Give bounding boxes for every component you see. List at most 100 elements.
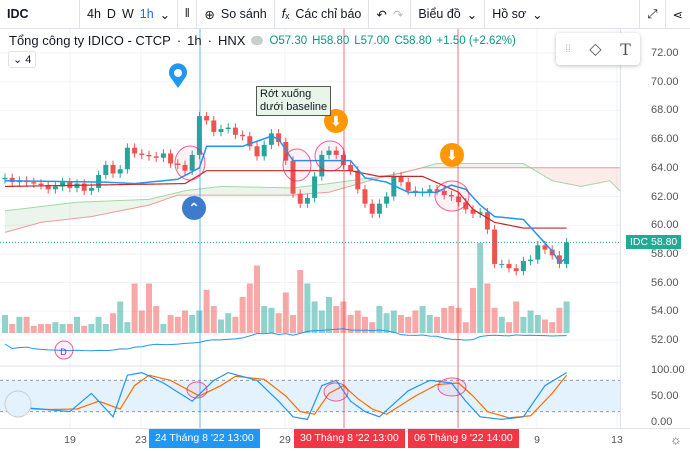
price-axis[interactable]: 72.00 70.00 68.00 66.00 64.00 62.00 60.00 58.00… [620,29,690,428]
volume-bar [95,316,102,333]
chevron-down-icon[interactable]: ⌄ [159,7,171,22]
cloud-segment [12,209,20,231]
location-pin-dot [174,69,182,77]
undo-icon[interactable]: ↶ [376,7,387,22]
buy-signal-arrow-up-icon-glyph: ⌃ [188,201,200,217]
top-toolbar: IDC 4h D W 1h ⌄ 𝍪 ⊕ So sánh fₓ Các chỉ báo… [0,0,690,29]
candle-body [88,187,94,191]
chart-canvas[interactable]: ⌃ ⬇ ⬇ D [0,29,620,428]
cloud-segment [5,209,13,233]
drag-handle-icon[interactable]: ⁞⁞ [565,43,571,55]
chart-type-button[interactable]: 𝍪 [178,0,198,29]
chart-annotation[interactable]: Rớt xuống dưới baseline [256,86,332,116]
volume-bar [549,322,556,333]
text-tool-icon[interactable]: T [620,39,631,59]
candle-body [434,189,440,191]
price-axis-label: 52.00 [651,334,679,346]
volume-bar [102,324,109,333]
visibility-icon[interactable] [251,36,264,45]
volume-bar [290,315,296,333]
volume-bar [124,322,131,333]
redo-icon[interactable]: ↷ [392,7,404,22]
axis-settings-icon[interactable]: ☼ [670,432,682,447]
legend-exchange: HNX [217,33,246,48]
drawing-toolbar: ⁞⁞ ◇ T [556,33,640,65]
cloud-segment [566,167,574,186]
price-axis-label: 72.00 [651,47,679,59]
compare-button[interactable]: ⊕ So sánh [197,0,275,29]
highlight-ellipse [174,145,206,181]
candle-body [398,176,404,183]
cloud-segment [271,187,279,196]
interval-1h[interactable]: 1h [139,7,154,21]
chevron-down-icon: ⌄ [466,7,478,22]
legend-close: C58.80 [394,34,432,47]
candle-body [153,156,159,158]
candle-body [103,164,109,175]
volume-bar [462,322,469,333]
highlight-ellipse [54,340,74,360]
indicators-button[interactable]: fₓ Các chỉ báo [275,0,370,29]
profile-menu-button[interactable]: Hồ sơ ⌄ [485,0,641,29]
ellipse-tool-icon[interactable]: ◇ [589,41,602,58]
interval-d[interactable]: D [106,7,116,21]
time-axis-label: 29 [279,434,291,446]
volume-bar [203,289,210,333]
interval-4h[interactable]: 4h [87,7,101,21]
price-axis-label: 64.00 [651,161,679,174]
candle-body [283,141,289,161]
price-axis-label: 54.00 [651,305,679,318]
volume-bar [210,306,217,333]
indicators-collapse-button[interactable]: ⌄ 4 [8,51,37,68]
fx-icon: fₓ [281,7,290,21]
volume-bar [246,283,253,333]
cloud-segment [228,186,236,196]
annotation-line-1: Rớt xuống [260,88,312,100]
symbol-label[interactable]: IDC [7,7,29,21]
candle-body [52,186,58,190]
cloud-segment [242,186,250,196]
volume-bar [534,315,541,333]
interval-w[interactable]: W [121,7,134,21]
chart-menu-button[interactable]: Biểu đồ ⌄ [411,0,486,29]
volume-bar [412,310,419,333]
volume-bar [477,243,484,333]
cloud-segment [235,186,243,196]
volume-bar [527,310,534,333]
legend-low: L57.00 [354,34,390,47]
volume-bar [376,306,383,333]
candle-body [477,212,483,214]
candle-body [456,196,462,203]
cloud-segment [480,163,488,168]
candle-body [333,150,339,155]
candles-icon[interactable]: 𝍪 [185,5,190,20]
share-button[interactable]: ⋖ [666,0,690,29]
volume-bar [304,283,311,333]
volume-bar [174,316,181,333]
cloud-segment [77,201,85,219]
cloud-segment [249,187,257,196]
fullscreen-button[interactable]: ⤢ [641,0,666,29]
time-axis[interactable]: ☼ 19 23 29 9 13 24 Tháng 8 '22 13:00 30 Tháng … [0,428,690,451]
candle-body [304,197,310,204]
symbol-search[interactable]: IDC [0,0,80,29]
candle-body [240,134,246,137]
candle-body [376,203,382,214]
candle-body [196,116,202,155]
volume-bar [66,324,73,333]
highlight-ellipse [282,148,312,182]
share-icon[interactable]: ⋖ [672,7,683,22]
cloud-segment [336,181,344,191]
volume-bar [117,301,124,333]
cloud-segment [473,163,481,168]
sell-signal-arrow-down-icon-glyph: ⬇ [330,114,342,130]
volume-bar [38,324,44,333]
volume-bar [45,324,52,333]
cloud-segment [588,167,596,186]
candle-body [139,153,145,155]
volume-bar [59,324,66,333]
candle-body [117,169,123,174]
fullscreen-icon[interactable]: ⤢ [647,6,658,21]
time-marker-tag: 30 Tháng 8 '22 13:00 [294,429,405,448]
volume-bar [218,319,224,333]
